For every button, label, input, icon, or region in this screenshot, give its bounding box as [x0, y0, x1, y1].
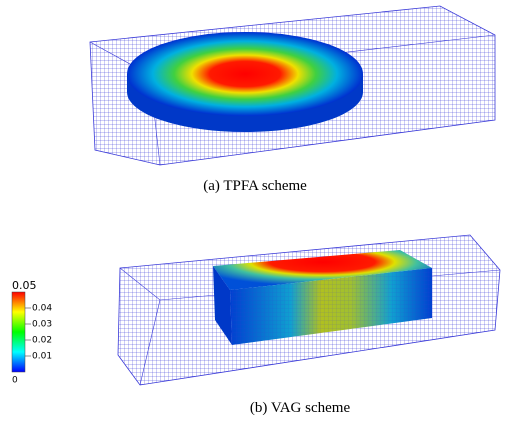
- tpfa-render: [89, 5, 496, 166]
- caption: (b) VAG scheme: [250, 400, 351, 416]
- colorbar-label: 0: [12, 376, 18, 386]
- caption: (a) TPFA scheme: [203, 178, 307, 194]
- colorbar-label: 0.01: [32, 352, 52, 362]
- vag-render: [117, 234, 501, 386]
- colorbar-label: 0.03: [32, 320, 52, 330]
- colorbar-label: 0.04: [32, 304, 52, 314]
- colorbar: 0 0.01 0.02 0.03 0.04 0.05: [11, 279, 52, 386]
- colorbar-label: 0.05: [12, 279, 37, 292]
- colorbar-label: 0.02: [32, 336, 52, 346]
